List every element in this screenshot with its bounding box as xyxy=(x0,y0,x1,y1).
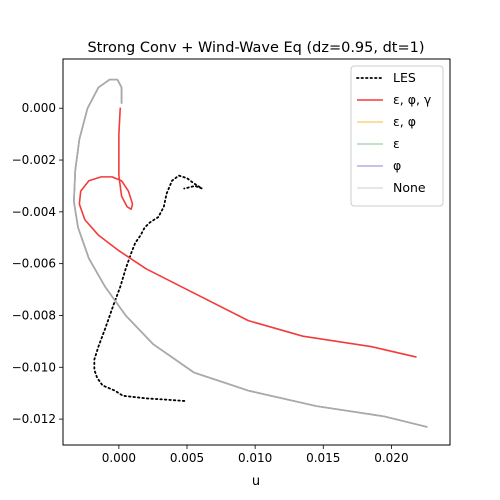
y-tick-label: −0.006 xyxy=(12,257,56,271)
legend-label: ε, φ, γ xyxy=(393,92,432,107)
legend-label: ε xyxy=(393,136,400,151)
legend-label: φ xyxy=(393,158,401,173)
x-tick-label: 0.015 xyxy=(306,451,340,465)
y-tick-label: −0.010 xyxy=(12,360,56,374)
y-tick-label: −0.008 xyxy=(12,308,56,322)
x-tick-label: 0.010 xyxy=(238,451,272,465)
x-tick-label: 0.020 xyxy=(374,451,408,465)
y-tick-label: 0.000 xyxy=(22,101,56,115)
chart-title: Strong Conv + Wind-Wave Eq (dz=0.95, dt=… xyxy=(87,40,424,56)
y-tick-label: −0.004 xyxy=(12,205,56,219)
x-tick-label: 0.005 xyxy=(170,451,204,465)
x-tick-label: 0.000 xyxy=(102,451,136,465)
y-tick-label: −0.012 xyxy=(12,412,56,426)
legend: LES ε, φ, γ ε, φ εφ None xyxy=(351,66,443,206)
x-axis-label: u xyxy=(252,474,260,489)
legend-label: None xyxy=(393,180,426,195)
legend-label: ε, φ xyxy=(393,114,416,129)
y-tick-label: −0.002 xyxy=(12,153,56,167)
legend-label: LES xyxy=(393,70,416,85)
x-axis: 0.000 0.005 0.010 0.015 0.020 xyxy=(102,445,409,465)
y-axis: 0.000 −0.002 −0.004 −0.006 −0.008 −0.010 −0.01… xyxy=(12,101,63,426)
